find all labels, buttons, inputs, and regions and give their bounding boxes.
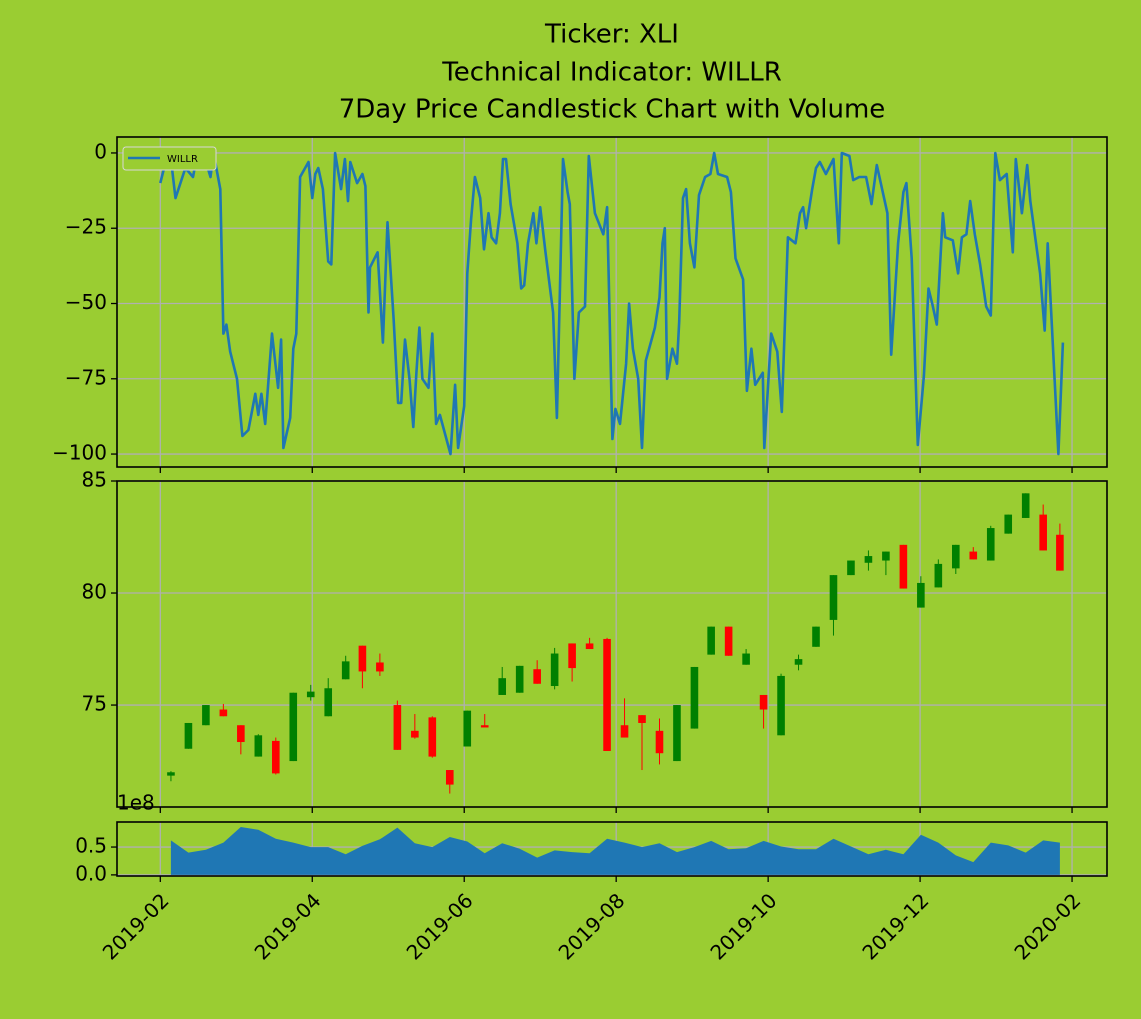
candle-body [707, 626, 715, 655]
candle-body [812, 626, 820, 647]
candle-body [603, 638, 611, 751]
candle-body [568, 643, 576, 669]
candle-body [724, 626, 733, 656]
candle-body [690, 666, 699, 729]
y-tick-label: 85 [82, 468, 107, 492]
y-tick-label: −75 [65, 365, 107, 389]
candle-body [829, 575, 838, 620]
candle-body [376, 662, 384, 672]
candle-body [673, 705, 681, 762]
candle-body [1039, 514, 1047, 551]
candle-body [1004, 514, 1013, 534]
candle-body [759, 694, 768, 710]
candle-body [638, 715, 646, 723]
candle-body [585, 643, 594, 650]
candle-body [550, 653, 559, 687]
candle-body [1056, 534, 1064, 571]
candle-body [411, 730, 419, 738]
candle-body [463, 710, 472, 747]
y-tick-label: 0.0 [75, 861, 107, 885]
y-tick-label: 0.5 [75, 834, 107, 858]
y-tick-label: −50 [65, 290, 107, 314]
y-tick-label: 80 [82, 580, 107, 604]
candle-body [184, 722, 193, 749]
candle-body [358, 645, 367, 672]
candle-body [917, 582, 925, 608]
candle-body [864, 556, 873, 563]
candle-body [341, 661, 350, 680]
axes-frame [116, 136, 1108, 468]
candle-body [986, 528, 995, 561]
axes-frame [116, 480, 1108, 808]
legend-box [122, 146, 217, 171]
axes-frame [116, 821, 1108, 877]
candle-body [620, 725, 629, 738]
candle-body [882, 551, 890, 561]
candle-body [219, 709, 228, 717]
candle-body [515, 665, 524, 693]
candle-body [934, 563, 943, 588]
y-tick-label: 75 [82, 692, 107, 716]
candle-body [969, 551, 978, 560]
candle-body [393, 705, 402, 750]
candle-body [445, 770, 454, 785]
candle-body [899, 544, 908, 589]
candle-body [480, 725, 489, 728]
candle-body [289, 692, 298, 762]
candle-body [1021, 493, 1030, 518]
candle-body [952, 544, 960, 569]
candle-body [533, 669, 541, 684]
y-tick-label: −25 [65, 215, 107, 239]
title-line: 7Day Price Candlestick Chart with Volume [339, 95, 886, 125]
candle-body [847, 560, 855, 576]
offset-text: 1e8 [117, 791, 155, 815]
candle-body [655, 730, 664, 754]
y-tick-label: −100 [52, 441, 107, 465]
candle-body [237, 725, 245, 743]
volume-area [170, 827, 1060, 875]
candle-body [202, 705, 210, 726]
legend-label: WILLR [167, 154, 198, 165]
candle-body [777, 675, 785, 736]
willr-line [159, 151, 1065, 456]
y-tick-label: 0 [94, 139, 107, 163]
title-line: Technical Indicator: WILLR [441, 58, 782, 88]
candle-body [167, 772, 175, 776]
candle-body [324, 688, 333, 717]
candle-body [428, 717, 437, 757]
candle-body [742, 653, 750, 665]
candle-body [271, 740, 280, 774]
candle-body [306, 691, 315, 698]
title-line: Ticker: XLI [544, 20, 679, 50]
candle-body [254, 735, 263, 757]
candle-body [794, 659, 803, 665]
candle-body [498, 678, 507, 695]
